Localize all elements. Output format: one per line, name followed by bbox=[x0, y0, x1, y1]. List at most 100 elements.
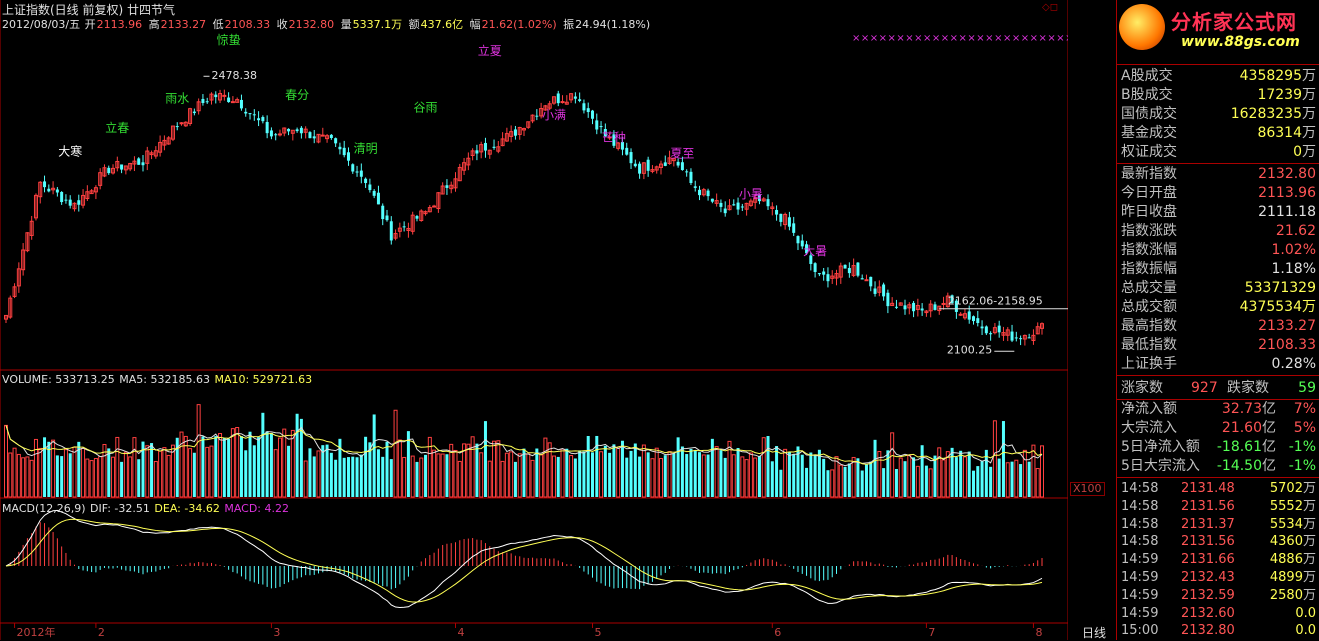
index-label: 昨日收盘 bbox=[1121, 204, 1177, 220]
candle-body bbox=[149, 152, 154, 156]
index-label: 总成交量 bbox=[1121, 280, 1177, 296]
volume-bar bbox=[145, 445, 150, 498]
candle-body bbox=[638, 163, 642, 174]
flow-row: 5日净流入额 -18.61亿 -1% bbox=[1121, 438, 1316, 457]
candle-body bbox=[822, 271, 826, 275]
candle-body bbox=[984, 326, 988, 334]
volume-bar bbox=[295, 413, 299, 497]
candle-body bbox=[166, 137, 171, 145]
candle-body bbox=[55, 189, 59, 193]
candle-body bbox=[85, 191, 90, 199]
chart-close-icon[interactable]: ◇◻ bbox=[1042, 2, 1058, 13]
candle-body bbox=[492, 146, 496, 148]
volume-bar bbox=[89, 460, 94, 498]
low-value: 2108.33 bbox=[224, 18, 271, 31]
volume-bar bbox=[257, 437, 261, 497]
volume-bar bbox=[740, 456, 745, 498]
candle-body bbox=[873, 288, 877, 294]
candle-body bbox=[33, 194, 38, 219]
volume-bar bbox=[830, 469, 835, 498]
volume-bar bbox=[843, 466, 847, 497]
volume-bar bbox=[402, 456, 407, 498]
tick-volume: 5702万 bbox=[1269, 481, 1316, 496]
period-label[interactable]: 日线 bbox=[1082, 626, 1107, 640]
volume-bar bbox=[1031, 444, 1036, 498]
volume-bar bbox=[287, 445, 291, 497]
candle-body bbox=[941, 302, 946, 305]
volume-bar bbox=[539, 454, 544, 498]
candle-body bbox=[578, 99, 582, 101]
volume-bar bbox=[954, 457, 958, 497]
volume-bars[interactable] bbox=[4, 404, 1044, 498]
volume-bar bbox=[183, 435, 188, 498]
candle-body bbox=[320, 134, 325, 137]
volume-bar bbox=[513, 461, 517, 497]
volume-bar bbox=[650, 458, 655, 498]
candle-body bbox=[257, 118, 261, 121]
macd-header: MACD(12,26,9) DIF: -32.51 DEA: -34.62 MA… bbox=[2, 502, 290, 515]
volume-bar bbox=[962, 456, 967, 498]
candle-body bbox=[1035, 326, 1040, 335]
candle-body bbox=[599, 126, 603, 128]
candle-body bbox=[64, 199, 68, 201]
flow-row: 净流入额 32.73亿 7% bbox=[1121, 400, 1316, 419]
candle-body bbox=[205, 101, 209, 103]
volume-bar bbox=[424, 454, 428, 497]
tick-price: 2131.37 bbox=[1181, 516, 1235, 532]
candle-body bbox=[560, 101, 565, 104]
candle-body bbox=[698, 189, 702, 196]
index-value: 4375534万 bbox=[1239, 299, 1316, 315]
index-value: 0.28% bbox=[1271, 356, 1316, 372]
candle-body bbox=[625, 147, 629, 155]
volume-bar bbox=[595, 435, 599, 497]
down-label: 跌家数 bbox=[1227, 380, 1269, 396]
volume-bar bbox=[128, 456, 133, 498]
candle-body bbox=[188, 108, 193, 125]
tick-price: 2131.56 bbox=[1181, 498, 1235, 514]
volume-bar bbox=[920, 445, 924, 497]
index-row: 昨日收盘 2111.18 bbox=[1121, 203, 1316, 222]
macd-plot[interactable] bbox=[5, 509, 1043, 608]
candle-body bbox=[81, 194, 86, 206]
volume-bar bbox=[16, 453, 21, 498]
candle-body bbox=[894, 306, 898, 308]
candle-body bbox=[440, 185, 445, 195]
candle-body bbox=[209, 93, 214, 101]
volume-bar bbox=[60, 456, 64, 497]
volume-bar bbox=[654, 447, 659, 498]
volume-bar bbox=[928, 468, 933, 498]
volume-bar bbox=[201, 436, 205, 497]
candle-body bbox=[723, 208, 727, 214]
quote-line: 2012/08/03/五 开2113.96 高2133.27 低2108.33 … bbox=[2, 16, 651, 32]
index-label: 今日开盘 bbox=[1121, 185, 1177, 201]
quote-date: 2012/08/03/五 bbox=[2, 18, 81, 31]
tick-volume: 5552万 bbox=[1269, 498, 1316, 514]
date-axis-label: 2 bbox=[98, 626, 105, 639]
volume-bar bbox=[316, 450, 321, 498]
volume-bar bbox=[723, 457, 727, 497]
candle-body bbox=[239, 99, 243, 109]
tick-time: 14:59 bbox=[1121, 587, 1159, 603]
candle-body bbox=[269, 130, 273, 137]
logo-emblem-icon bbox=[1119, 4, 1165, 50]
volume-bar bbox=[500, 460, 505, 498]
high-label: 高 bbox=[148, 18, 160, 31]
candle-body bbox=[676, 161, 680, 166]
volume-bar bbox=[629, 450, 633, 497]
volume-ma5: MA5: 532185.63 bbox=[119, 373, 210, 386]
index-row: 指数振幅 1.18% bbox=[1121, 260, 1316, 279]
candlesticks[interactable] bbox=[4, 75, 1069, 352]
candle-body bbox=[582, 103, 586, 111]
volume-bar bbox=[1019, 464, 1023, 497]
tick-price: 2131.56 bbox=[1181, 534, 1235, 550]
candle-body bbox=[706, 190, 710, 197]
stat-label: A股成交 bbox=[1121, 68, 1173, 84]
volume-bar bbox=[1040, 445, 1044, 498]
candle-body bbox=[346, 152, 350, 161]
candle-body bbox=[261, 117, 265, 122]
candle-body bbox=[869, 276, 873, 287]
candle-body bbox=[573, 96, 577, 99]
candle-body bbox=[539, 107, 544, 117]
tick-time: 15:00 bbox=[1121, 623, 1159, 639]
